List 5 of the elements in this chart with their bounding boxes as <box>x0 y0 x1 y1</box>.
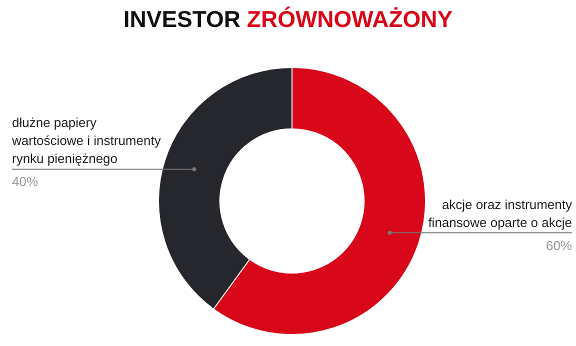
chart-title: INVESTOR ZRÓWNOWAŻONY <box>122 6 454 33</box>
slice-label: dłużne papiery wartościowe i instrumenty rynku pieniężnego <box>11 115 162 166</box>
data-label: 60% <box>546 238 572 253</box>
data-label: 40% <box>12 174 38 190</box>
slice-label: akcje oraz instrumenty finansowe oparte o akcje <box>428 196 572 230</box>
